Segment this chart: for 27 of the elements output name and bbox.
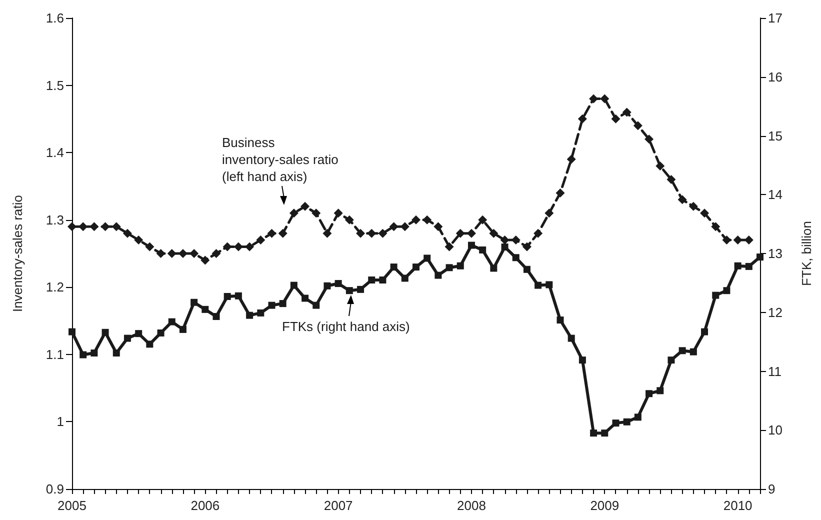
y2-axis-title: FTK, billion <box>799 220 814 286</box>
y-tick-label: 1.1 <box>46 346 64 362</box>
x-tick-label: 2009 <box>590 498 620 513</box>
y-tick-label: 1 <box>56 414 64 430</box>
y-tick-label: 1.4 <box>46 145 64 160</box>
series-label: Business inventory-sales ratio (left hand axis) <box>222 135 342 184</box>
y-tick-label: 1.2 <box>46 280 64 295</box>
y2-tick-label: 9 <box>768 482 776 496</box>
y-tick-label: 1.3 <box>46 212 64 228</box>
x-tick-label: 2007 <box>324 498 353 513</box>
y2-tick-label: 17 <box>768 10 782 26</box>
y2-tick-label: 10 <box>768 422 782 438</box>
series-label: FTKs (right hand axis) <box>282 319 410 334</box>
y-tick-label: 1.6 <box>46 10 64 26</box>
x-tick-label: 2005 <box>58 498 86 513</box>
x-tick-label: 2006 <box>190 498 220 513</box>
y-tick-label: 1.5 <box>46 78 64 93</box>
y2-tick-label: 11 <box>768 364 782 379</box>
x-tick-label: 2010 <box>723 498 752 513</box>
y2-tick-label: 13 <box>768 246 782 261</box>
y-tick-label: 0.9 <box>46 482 64 496</box>
y2-tick-label: 14 <box>768 187 782 202</box>
y2-tick-label: 16 <box>768 69 782 84</box>
y2-tick-label: 12 <box>768 304 782 320</box>
x-tick-label: 2008 <box>457 498 486 513</box>
y-axis-title: Inventory-sales ratio <box>10 194 25 312</box>
y2-tick-label: 15 <box>768 128 782 144</box>
